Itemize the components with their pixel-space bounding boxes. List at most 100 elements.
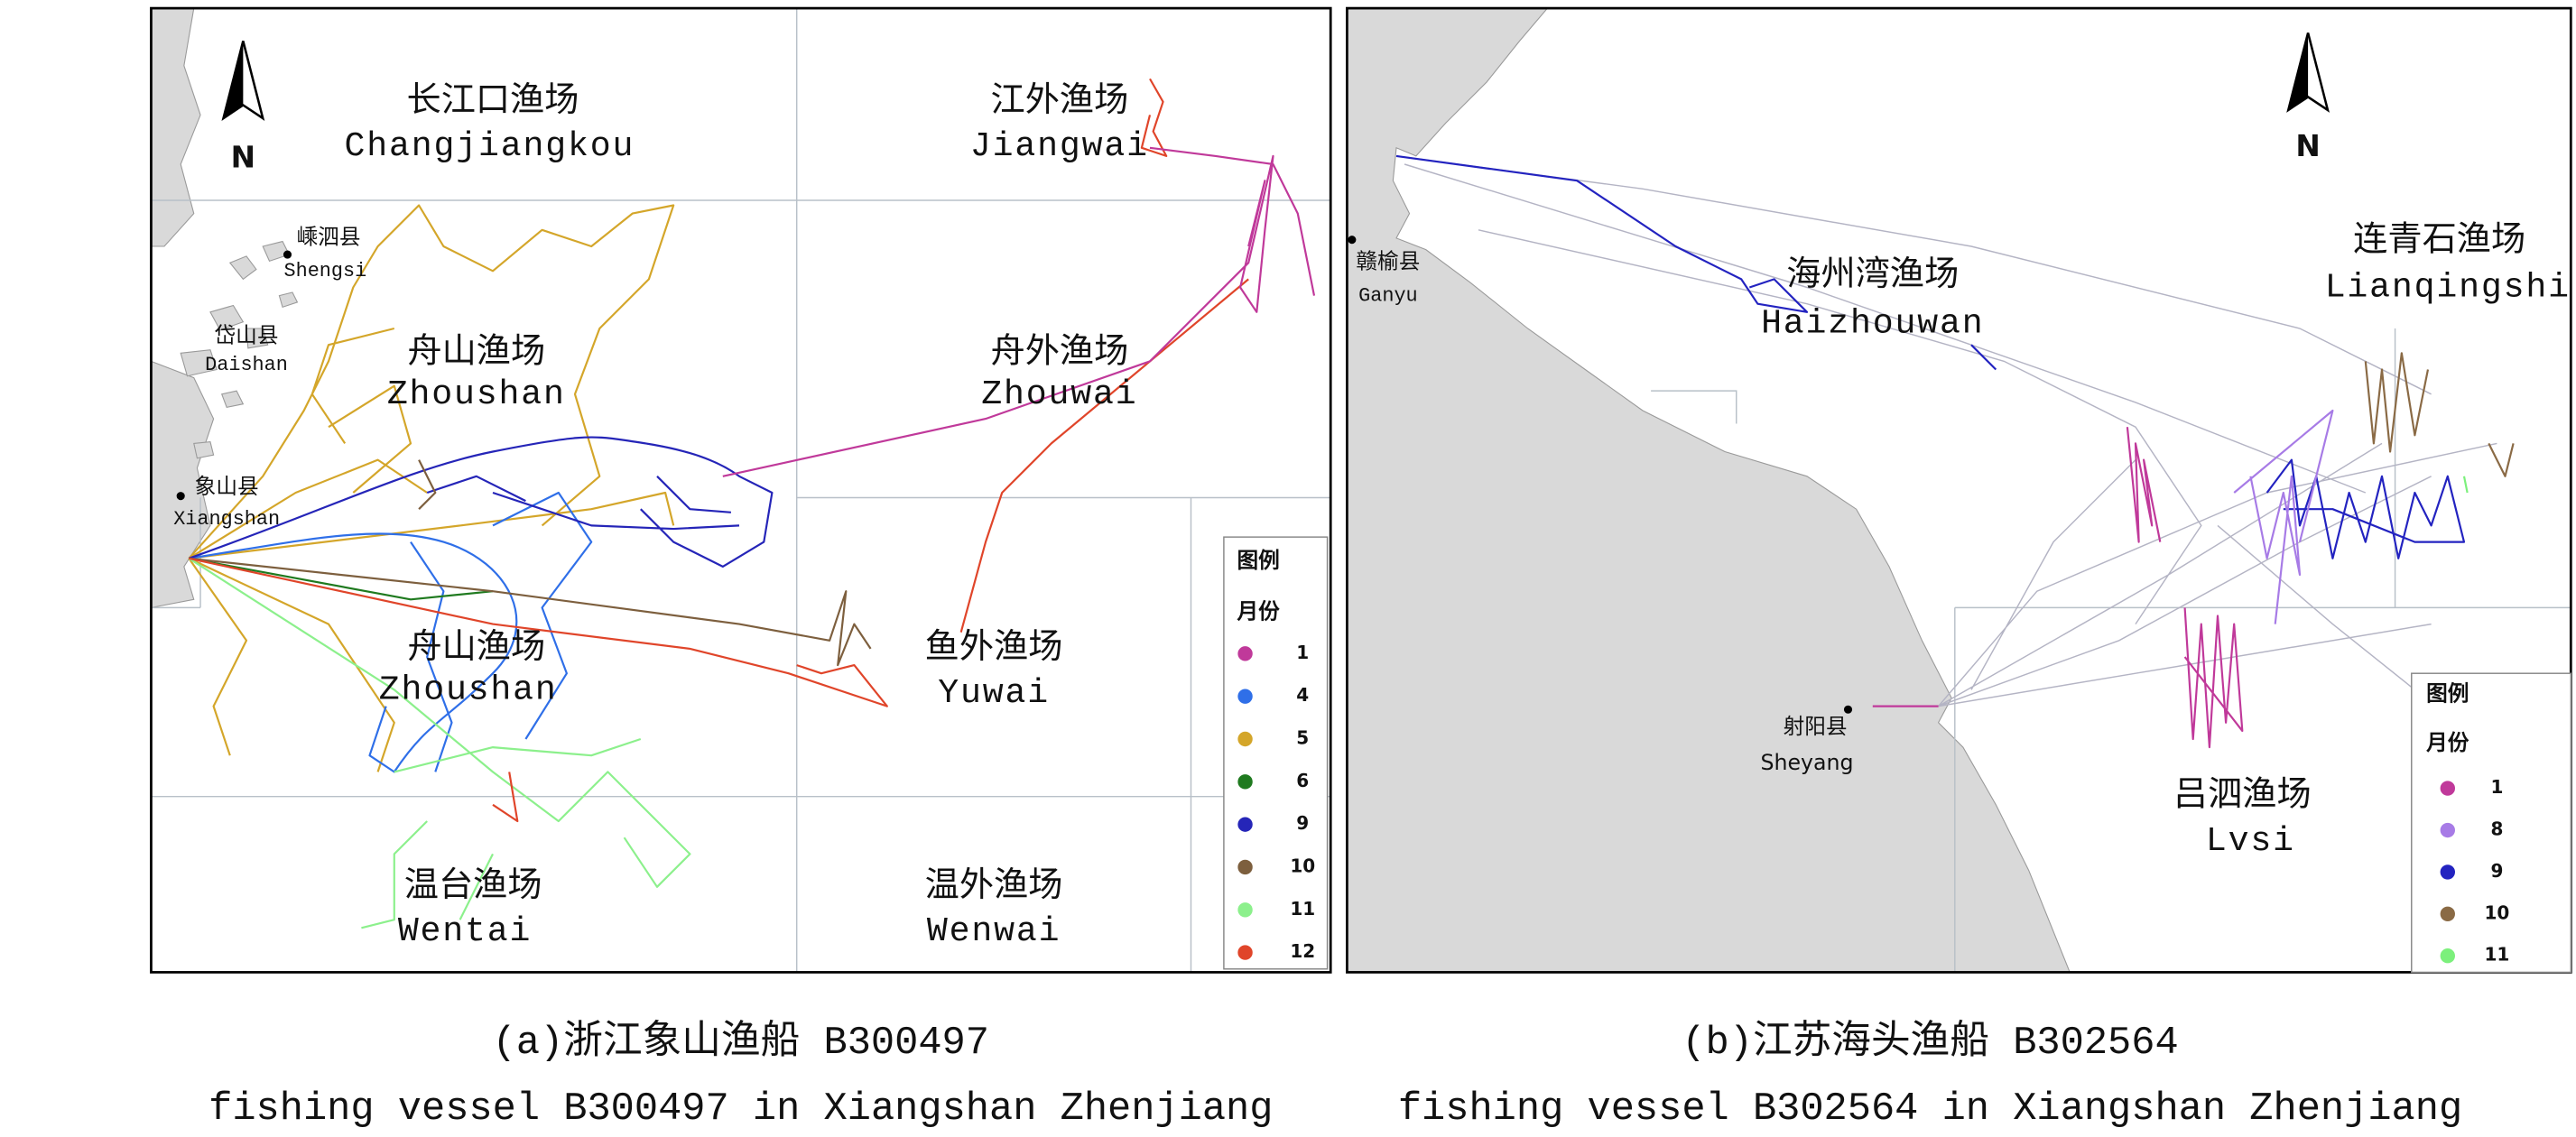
caption: (b)江苏海头渔船 B302564 — [1682, 1020, 2178, 1066]
place-name: Daishan — [205, 354, 288, 376]
legend-subtitle: 月份 — [1236, 598, 1280, 624]
legend-label: 9 — [1296, 812, 1309, 834]
legend-swatch — [1237, 902, 1253, 918]
vessel-track — [188, 436, 774, 568]
vessel-track — [2364, 352, 2515, 477]
vessel-track — [188, 557, 691, 929]
legend-swatch — [2440, 864, 2455, 880]
legend-label: 12 — [1290, 940, 1315, 962]
legend-swatch — [1237, 817, 1253, 832]
legend: 图例 月份 1 8 9 10 11 — [2411, 672, 2572, 974]
fishing-ground-name: 长江口渔场 — [406, 80, 579, 120]
caption: fishing vessel B300497 in Xiangshan Zhen… — [208, 1087, 1273, 1132]
place-dot — [1843, 705, 1853, 714]
fishing-ground-name: Wentai — [398, 912, 532, 951]
canvas: N 长江口渔场 Changjiangkou 江外渔场 Jiangwai 舟山渔场… — [150, 6, 2572, 1132]
fishing-ground-name: Lianqingshi — [2325, 269, 2571, 308]
place-dot — [1348, 236, 1357, 245]
place-name: 嵊泗县 — [297, 224, 361, 249]
fishing-ground-name: Haizhouwan — [1761, 305, 1984, 344]
fishing-ground-name: 温外渔场 — [925, 865, 1063, 905]
vessel-track — [1395, 154, 2466, 559]
place-name: 赣榆县 — [1356, 249, 1420, 274]
fishing-ground-name: Zhoushan — [379, 670, 558, 709]
place-name: Ganyu — [1358, 284, 1418, 307]
vessel-track — [1872, 427, 2244, 749]
legend-swatch — [1237, 945, 1253, 960]
legend-swatch — [2440, 781, 2455, 796]
legend-swatch — [2440, 822, 2455, 838]
map-content — [1347, 8, 2571, 973]
land — [151, 8, 201, 247]
fishing-ground-name: Changjiangkou — [345, 127, 635, 166]
map-panel-a: N 长江口渔场 Changjiangkou 江外渔场 Jiangwai 舟山渔场… — [150, 6, 1332, 1132]
place-dot — [176, 492, 185, 501]
place-name: 岱山县 — [215, 323, 279, 348]
legend-swatch — [1237, 646, 1253, 661]
fishing-ground-name: Lvsi — [2206, 822, 2295, 861]
legend-swatch — [1237, 774, 1253, 790]
map-frame — [1346, 6, 2572, 974]
vessel-track — [189, 78, 1249, 823]
land — [1347, 8, 2071, 973]
legend-label: 1 — [2490, 776, 2503, 798]
legend-label: 11 — [1290, 898, 1315, 920]
vessel-track — [2462, 476, 2469, 494]
place-dot — [283, 250, 292, 259]
legend-label: 10 — [2484, 901, 2509, 923]
legend-label: 10 — [1290, 855, 1315, 876]
north-arrow — [2288, 32, 2309, 110]
place-name: Shengsi — [284, 260, 367, 282]
place-name: 象山县 — [195, 474, 259, 499]
vessel-track — [189, 557, 494, 601]
fishing-ground-name: Zhoushan — [387, 375, 566, 414]
legend-label: 1 — [1296, 642, 1309, 663]
fishing-ground-name: 连青石渔场 — [2353, 220, 2525, 260]
place-name: Sheyang — [1760, 750, 1853, 775]
map-background — [151, 8, 1331, 973]
legend-label: 4 — [1296, 684, 1309, 706]
legend-swatch — [2440, 948, 2455, 964]
legend-label: 6 — [1296, 770, 1309, 791]
legend-label: 9 — [2490, 860, 2503, 882]
fishing-ground-name: Jiangwai — [970, 127, 1149, 166]
fishing-ground-name: Wenwai — [927, 912, 1061, 951]
map-panel-b: N 海州湾渔场 Haizhouwan 连青石渔场 Lianqingshi 吕泗渔… — [1346, 6, 2572, 1132]
legend-label: 11 — [2484, 944, 2509, 966]
land — [151, 360, 215, 608]
legend-label: 8 — [2490, 818, 2503, 840]
legend: 图例 月份 1 4 5 6 9 10 11 12 — [1223, 536, 1329, 970]
place-name: 射阳县 — [1784, 714, 1848, 739]
legend-title: 图例 — [1237, 548, 1279, 573]
fishing-ground-name: Yuwai — [938, 674, 1050, 713]
legend-swatch — [1237, 731, 1253, 747]
fishing-ground-name: Zhouwai — [981, 375, 1137, 414]
caption: fishing vessel B302564 in Xiangshan Zhen… — [1398, 1087, 2462, 1132]
fishing-ground-name: 舟山渔场 — [407, 331, 545, 371]
north-label: N — [231, 141, 255, 175]
fishing-ground-name: 海州湾渔场 — [1786, 254, 1959, 294]
legend-subtitle: 月份 — [2425, 730, 2469, 755]
map-content — [151, 8, 1331, 973]
fishing-ground-name: 温台渔场 — [404, 865, 542, 905]
legend-label: 5 — [1296, 727, 1309, 749]
vessel-track — [722, 146, 1316, 477]
caption: (a)浙江象山渔船 B300497 — [493, 1020, 989, 1066]
grid-line — [1651, 390, 1737, 424]
legend-swatch — [2440, 906, 2455, 922]
fishing-ground-name: 舟山渔场 — [407, 627, 545, 667]
fishing-ground-name: 江外渔场 — [990, 80, 1128, 120]
legend-title: 图例 — [2426, 680, 2469, 706]
north-label: N — [2295, 129, 2320, 163]
legend-box — [1223, 536, 1329, 970]
fishing-ground-name: 鱼外渔场 — [925, 627, 1063, 667]
place-name: Xiangshan — [173, 508, 280, 531]
north-arrow — [223, 41, 244, 119]
legend-swatch — [1237, 859, 1253, 875]
fishing-ground-name: 舟外渔场 — [990, 331, 1128, 371]
legend-box — [2411, 672, 2572, 974]
vessel-track — [189, 459, 872, 667]
map-frame — [150, 6, 1332, 974]
